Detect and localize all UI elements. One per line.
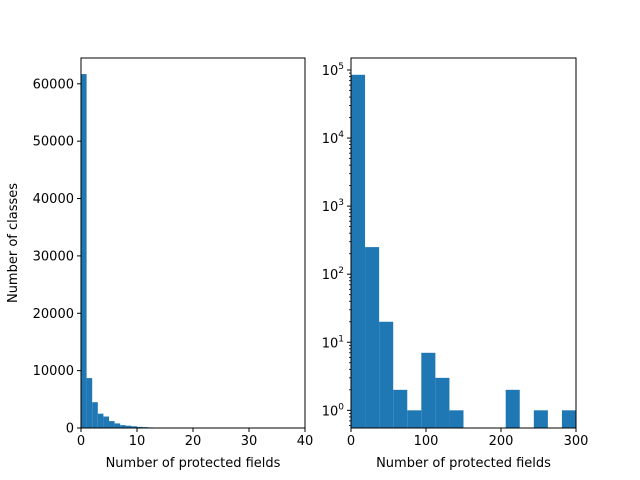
left-x-tick-label: 10	[129, 434, 146, 449]
left-x-tick-label: 40	[297, 434, 314, 449]
left-y-tick-label: 40000	[33, 192, 74, 207]
right-x-axis-label: Number of protected fields	[376, 456, 551, 471]
right-bar-3	[393, 389, 408, 428]
left-x-axis-label: Number of protected fields	[106, 456, 281, 471]
right-x-tick-label: 0	[347, 434, 355, 449]
left-y-tick-label: 30000	[33, 249, 74, 264]
right-x-tick-label: 300	[564, 434, 589, 449]
right-bar-5	[421, 352, 436, 428]
left-bar-6	[114, 423, 121, 428]
left-bar-5	[109, 421, 115, 428]
left-bar-0	[81, 74, 87, 428]
right-bar-2	[379, 321, 394, 428]
left-y-ticks: 0 10000 20000 30000 40000 50000 60000	[33, 77, 81, 437]
histogram-linear-panel: 0 10 20 30 40 0 10000 20000 30000 40000 50000 6000…	[6, 57, 313, 471]
right-bar-0	[351, 74, 366, 428]
left-bar-7	[120, 425, 126, 428]
left-bar-4	[103, 416, 109, 428]
left-y-tick-label: 0	[66, 422, 74, 437]
left-bar-10	[137, 426, 143, 428]
left-y-tick-label: 60000	[33, 77, 74, 92]
left-bar-2	[92, 402, 98, 428]
right-bar-13	[533, 410, 548, 428]
right-x-ticks: 0 100 200 300	[347, 428, 589, 449]
right-bar-4	[407, 410, 422, 428]
left-x-tick-label: 20	[185, 434, 202, 449]
right-bar-7	[449, 410, 464, 428]
right-x-tick-label: 200	[489, 434, 514, 449]
left-bar-9	[131, 426, 137, 428]
left-bar-3	[97, 413, 104, 428]
right-bar-15	[561, 410, 576, 428]
right-bar-11	[505, 389, 520, 428]
left-y-tick-label: 20000	[33, 307, 74, 322]
left-bars	[81, 74, 160, 428]
right-bar-1	[365, 247, 380, 428]
left-x-tick-label: 0	[77, 434, 85, 449]
right-axes-frame	[350, 57, 577, 429]
left-y-tick-label: 50000	[33, 135, 74, 150]
left-y-axis-label: Number of classes	[6, 183, 21, 303]
left-y-tick-label: 10000	[33, 364, 74, 379]
left-x-tick-label: 30	[241, 434, 258, 449]
left-x-ticks: 0 10 20 30 40	[77, 428, 313, 449]
right-x-tick-label: 100	[414, 434, 439, 449]
left-bar-1	[86, 378, 93, 428]
left-bar-8	[125, 425, 132, 428]
right-bars	[351, 74, 576, 428]
right-bar-6	[435, 377, 450, 428]
